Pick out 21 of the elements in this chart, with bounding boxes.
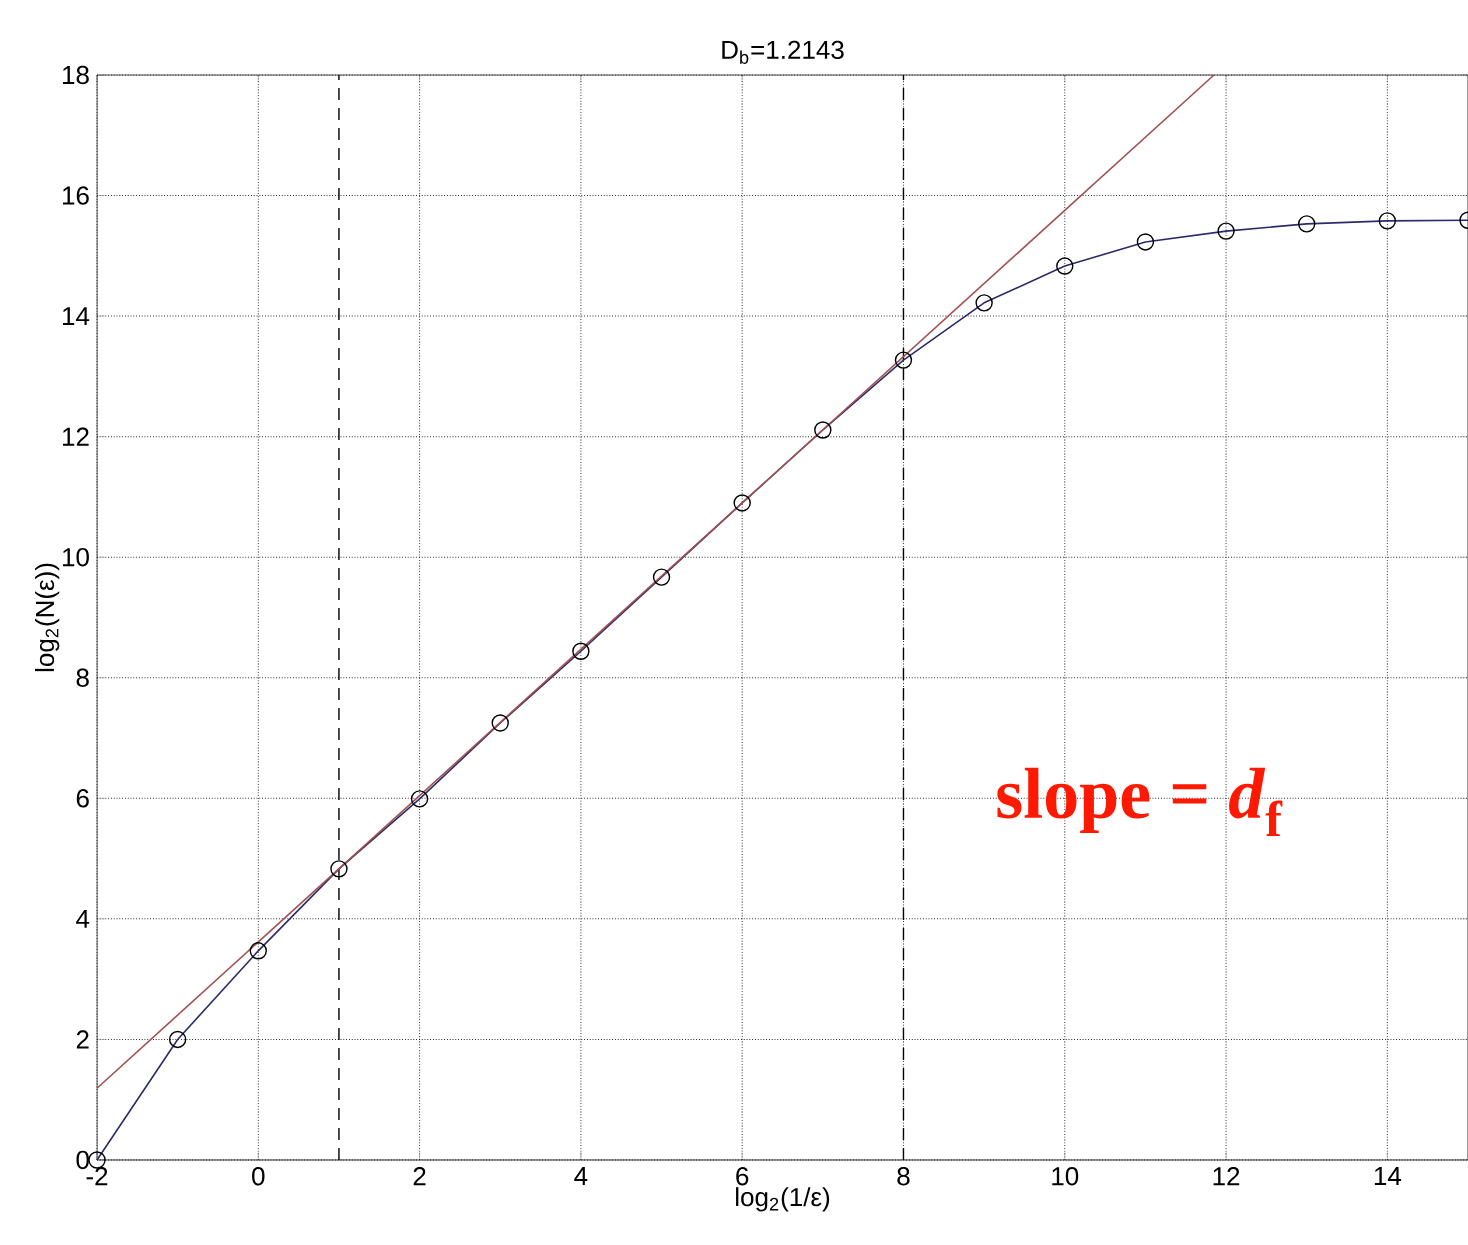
y-tick-label: 8 [76, 668, 89, 687]
y-axis-title: log$_{2}$(N(ε)) [35, 563, 60, 672]
x-tick-label: 6 [736, 1167, 749, 1186]
x-tick-label: 10 [1052, 1167, 1079, 1186]
y-tick-label: 4 [76, 909, 90, 928]
y-tick-label: 6 [76, 789, 89, 808]
x-tick-label: 2 [413, 1167, 426, 1186]
y-tick-label: 16 [62, 186, 89, 205]
y-tick-label: 18 [62, 65, 89, 85]
y-tick-label: 2 [76, 1030, 89, 1049]
y-tick-label: 12 [62, 427, 89, 446]
chart-title: D$_{b}$=1.2143 [722, 40, 844, 64]
y-tick-label: 14 [62, 307, 90, 326]
annotation: slope = d$_{f}$ [997, 767, 1283, 837]
x-tick-label: 0 [252, 1167, 265, 1186]
x-axis-title: log$_{2}$(1/ε) [736, 1187, 830, 1212]
y-tick-label: 10 [62, 547, 89, 567]
x-tick-label: 14 [1374, 1167, 1402, 1185]
x-tick-label: 4 [574, 1167, 588, 1185]
x-tick-label: 12 [1213, 1167, 1240, 1186]
x-tick-label: 8 [897, 1167, 910, 1186]
